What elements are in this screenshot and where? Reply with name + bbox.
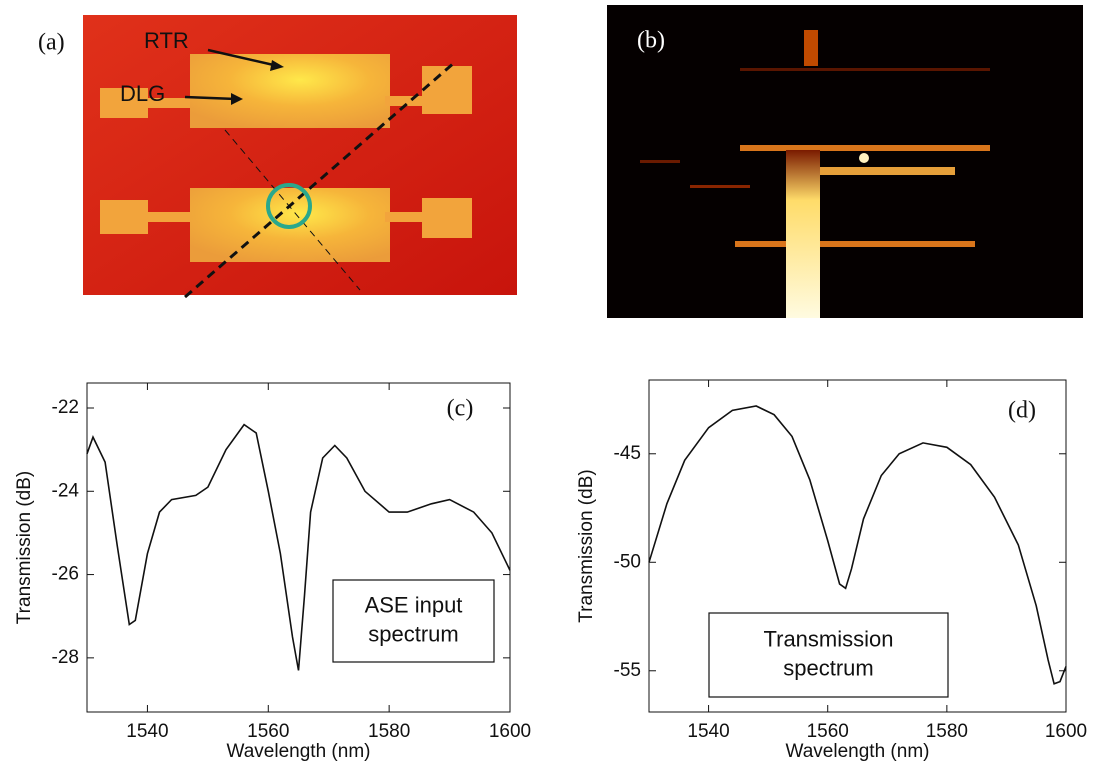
wire	[145, 98, 195, 108]
arrow	[184, 95, 237, 101]
glow-line	[690, 185, 750, 188]
annotation: DLG	[120, 81, 165, 106]
panel-label: (c)	[447, 396, 474, 422]
wire	[385, 96, 425, 106]
photo-a: RTR DLG (a)	[38, 15, 517, 299]
y-tick-label: -24	[52, 480, 80, 501]
x-tick-label: 1540	[126, 721, 168, 742]
pad	[422, 66, 472, 114]
glow-line	[740, 68, 990, 71]
x-axis-label: Wavelength (nm)	[786, 741, 930, 762]
y-tick-label: -45	[614, 443, 641, 464]
arrowhead	[231, 93, 243, 105]
y-tick-label: -55	[614, 660, 641, 681]
pad	[422, 198, 472, 238]
y-tick-label: -28	[52, 647, 79, 668]
glow-line	[740, 145, 990, 151]
photo-background	[607, 5, 1083, 318]
y-tick-label: -26	[52, 564, 79, 585]
data-line	[86, 423, 511, 671]
plot-frame	[86, 382, 511, 713]
highlight-circle	[266, 183, 312, 229]
y-tick-label: -50	[614, 551, 641, 572]
plot-frame	[648, 379, 1067, 713]
wire	[145, 212, 195, 222]
data-line	[648, 405, 1067, 685]
y-axis-label: Transmission (dB)	[576, 469, 597, 622]
panel-label: (d)	[1008, 398, 1036, 424]
panel-label: (b)	[637, 28, 665, 54]
glow-beam	[786, 150, 820, 318]
y-tick-label: -22	[52, 397, 79, 418]
chart: 1540 1560 1580 1600 -22 -24 -26 -28 Wavelength (…	[14, 382, 531, 762]
annotation: RTR	[144, 28, 189, 53]
cut-line	[224, 129, 361, 291]
x-tick-label: 1560	[247, 721, 289, 742]
text-box-line: spectrum	[783, 655, 873, 680]
glow-line	[735, 241, 975, 247]
x-axis-label: Wavelength (nm)	[227, 741, 371, 762]
x-tick-label: 1540	[687, 721, 729, 742]
x-tick-label: 1560	[807, 721, 849, 742]
arrow	[207, 48, 279, 68]
pad	[100, 200, 148, 234]
x-tick-label: 1580	[368, 721, 410, 742]
x-tick-label: 1580	[926, 721, 968, 742]
panel-label: (a)	[38, 30, 65, 56]
x-tick-label: 1600	[489, 721, 531, 742]
y-axis-label: Transmission (dB)	[14, 471, 35, 624]
text-box-line: ASE input	[365, 592, 463, 617]
text-box	[332, 579, 495, 663]
photo-b: (b)	[607, 5, 1083, 318]
glow-spot	[859, 153, 869, 163]
pad	[100, 88, 148, 118]
glow-line	[640, 160, 680, 163]
glow-line	[815, 167, 955, 175]
text-box	[708, 612, 949, 698]
glow-spot	[804, 30, 818, 66]
x-tick-label: 1600	[1045, 721, 1087, 742]
text-box-line: spectrum	[368, 621, 458, 646]
pad	[190, 54, 390, 128]
arrowhead	[270, 60, 284, 71]
chart: 1540 1560 1580 1600 -45 -50 -55 Wavelength (nm)…	[576, 379, 1087, 762]
wire	[385, 212, 425, 222]
text-box-line: Transmission	[764, 626, 894, 651]
